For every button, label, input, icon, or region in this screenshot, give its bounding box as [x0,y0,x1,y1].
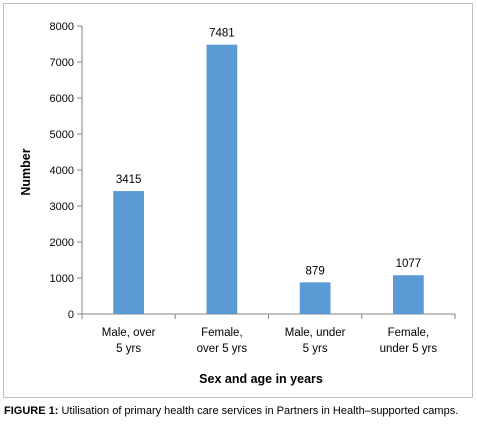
data-label: 1077 [396,258,422,270]
data-label: 7481 [209,28,235,40]
y-tick-label: 5000 [50,129,74,141]
figure-label: FIGURE 1: [4,405,59,417]
bar [392,275,424,314]
figure-caption: FIGURE 1: Utilisation of primary health … [4,404,474,419]
plot-area: 0 1000 2000 3000 4000 5000 6000 7000 8000 3415 Mal… [50,21,456,355]
x-axis-title: Sex and age in years [199,372,323,386]
x-tick-label: Male, under [285,327,346,339]
x-tick-label: Male, over [102,327,156,339]
data-label: 3415 [116,174,142,186]
bar [206,44,238,315]
y-tick-label: 3000 [50,201,74,213]
chart-frame [3,3,473,398]
x-tick-label: 5 yrs [116,343,141,355]
bar [299,282,331,314]
caption-text: Utilisation of primary health care servi… [58,405,459,417]
data-label: 879 [306,265,325,277]
y-tick-label: 2000 [50,237,74,249]
y-tick-label: 7000 [50,57,74,69]
y-tick-label: 1000 [50,273,74,285]
x-tick-label: over 5 yrs [197,343,248,355]
x-tick-label: Female, [201,327,243,339]
y-tick-label: 4000 [50,165,74,177]
bar-chart: 0 1000 2000 3000 4000 5000 6000 7000 8000 3415 Mal… [19,21,456,386]
x-tick-label: 5 yrs [303,343,328,355]
y-tick-label: 0 [68,309,74,321]
y-tick-label: 8000 [50,21,74,33]
x-tick-label: under 5 yrs [380,343,438,355]
bar [113,191,145,314]
x-tick-label: Female, [388,327,430,339]
y-tick-label: 6000 [50,93,74,105]
y-axis-title: Number [19,148,33,195]
